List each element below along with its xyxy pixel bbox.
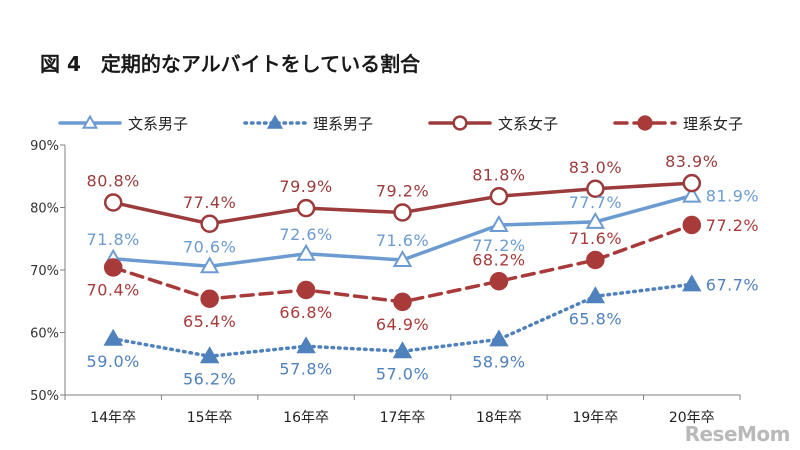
data-label: 71.6% [376, 231, 429, 250]
data-point-2 [489, 329, 509, 347]
data-point-2 [103, 328, 123, 346]
legend-marker [637, 115, 653, 131]
x-tick-label: 14年卒 [90, 410, 136, 426]
data-label: 79.9% [279, 177, 332, 196]
data-point-4 [489, 272, 509, 291]
data-label: 71.8% [87, 230, 140, 249]
data-label: 67.7% [706, 275, 759, 294]
data-point-4 [200, 289, 219, 308]
y-tick-label: 80% [30, 202, 59, 217]
x-tick-label: 20年卒 [669, 410, 715, 426]
data-point-4 [586, 250, 605, 270]
data-point-3 [393, 203, 412, 222]
legend-label: 文系男子 [128, 115, 188, 133]
data-label: 70.4% [87, 281, 140, 300]
x-tick-label: 17年卒 [380, 410, 426, 426]
data-point-3 [489, 187, 509, 206]
chart-title: 図 4 定期的なアルバイトをしている割合 [40, 52, 421, 76]
x-tick-label: 19年卒 [572, 410, 618, 426]
x-tick-label: 15年卒 [187, 410, 233, 426]
data-point-2 [392, 341, 413, 359]
data-label: 83.9% [665, 152, 718, 171]
y-tick-label: 60% [30, 327, 59, 342]
data-point-4 [103, 258, 123, 277]
data-label: 83.0% [569, 158, 622, 177]
data-point-3 [682, 173, 702, 193]
data-label: 57.8% [279, 359, 332, 378]
data-point-2 [199, 346, 220, 364]
data-label: 70.6% [183, 237, 236, 256]
data-point-1 [199, 256, 220, 274]
data-point-2 [682, 274, 702, 292]
data-point-1 [392, 249, 413, 267]
data-label: 58.9% [472, 352, 525, 371]
legend-marker [81, 114, 99, 129]
data-label: 77.7% [569, 193, 622, 212]
data-point-1 [585, 211, 606, 229]
data-label: 59.0% [87, 352, 140, 371]
data-point-1 [682, 185, 702, 203]
data-label: 65.8% [569, 309, 622, 328]
data-point-4 [393, 292, 412, 312]
data-label: 81.9% [706, 187, 759, 206]
legend-label: 理系女子 [683, 115, 743, 133]
data-point-1 [296, 243, 316, 261]
data-label: 79.2% [376, 182, 429, 201]
data-label: 81.8% [472, 165, 525, 184]
data-label: 72.6% [279, 225, 332, 244]
data-label: 77.4% [183, 193, 236, 212]
y-tick-label: 50% [30, 389, 59, 404]
data-point-4 [296, 280, 316, 300]
y-tick-label: 90% [30, 139, 59, 154]
data-point-4 [682, 215, 702, 235]
data-label: 68.2% [472, 250, 525, 269]
x-tick-label: 18年卒 [476, 410, 522, 426]
data-label: 65.4% [183, 312, 236, 331]
x-tick-label: 16年卒 [283, 410, 329, 426]
data-point-3 [586, 179, 605, 198]
legend-label: 理系男子 [313, 115, 373, 133]
legend-label: 文系女子 [498, 115, 558, 133]
data-point-2 [296, 336, 316, 354]
watermark-logo: ReseMom [684, 422, 791, 446]
data-label: 57.0% [376, 364, 429, 383]
legend-marker [452, 115, 468, 131]
data-label: 71.6% [569, 229, 622, 248]
data-point-1 [489, 214, 509, 232]
data-label: 77.2% [706, 216, 759, 235]
data-label: 77.2% [472, 236, 525, 255]
legend-marker [266, 114, 284, 129]
data-label: 66.8% [279, 303, 332, 322]
data-label: 64.9% [376, 315, 429, 334]
data-point-3 [103, 193, 123, 212]
data-label: 56.2% [183, 369, 236, 388]
y-tick-label: 70% [30, 264, 59, 279]
data-point-2 [585, 286, 606, 304]
data-label: 80.8% [87, 172, 140, 191]
data-point-3 [296, 198, 316, 218]
data-point-3 [200, 214, 219, 233]
